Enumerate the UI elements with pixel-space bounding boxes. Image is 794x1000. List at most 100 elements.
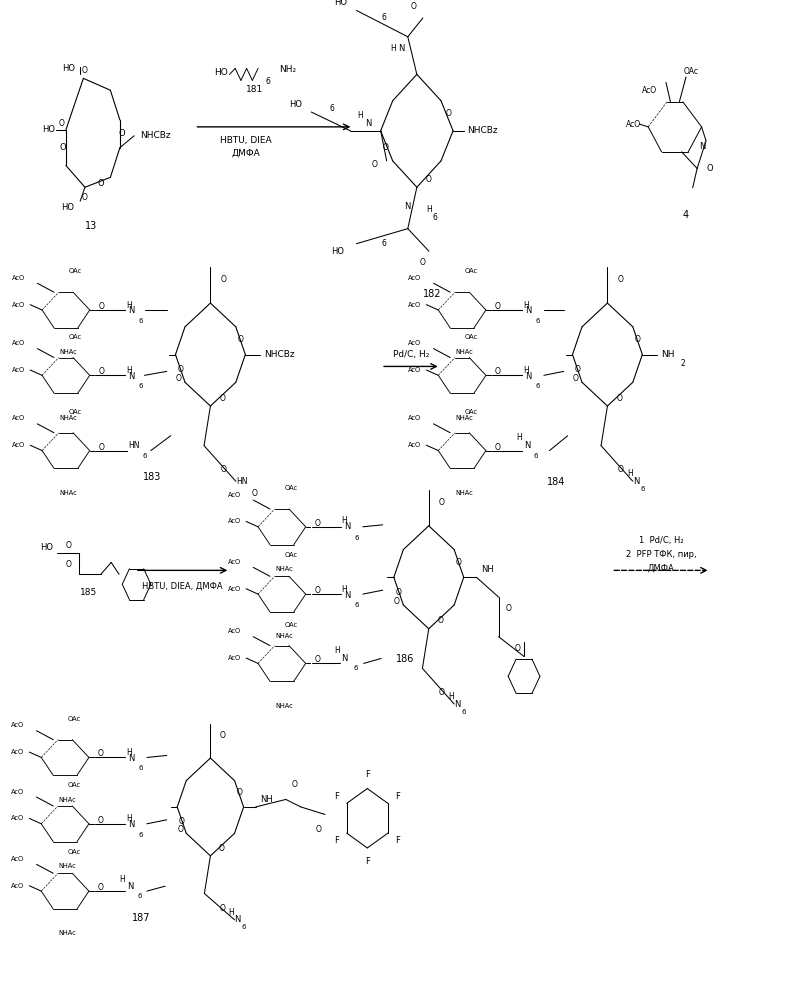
Text: N: N	[399, 44, 405, 53]
Text: OAc: OAc	[285, 552, 298, 558]
Text: OAc: OAc	[465, 409, 478, 415]
Text: H: H	[357, 111, 363, 120]
Text: NHAc: NHAc	[59, 863, 76, 869]
Text: O: O	[98, 816, 104, 825]
Text: O: O	[118, 129, 125, 138]
Text: H: H	[626, 469, 633, 478]
Text: NHAc: NHAc	[60, 415, 77, 421]
Text: 6: 6	[534, 453, 538, 459]
Text: H: H	[341, 585, 348, 594]
Text: 6: 6	[137, 893, 142, 899]
Text: O: O	[98, 367, 105, 376]
Text: NHAc: NHAc	[276, 633, 293, 639]
Text: H: H	[522, 301, 529, 310]
Text: F: F	[334, 792, 340, 801]
Text: 2  PFР ТФК, пир,: 2 PFР ТФК, пир,	[626, 550, 696, 559]
Text: 6: 6	[461, 709, 466, 715]
Text: F: F	[395, 792, 400, 801]
Text: H: H	[334, 646, 340, 655]
Text: O: O	[65, 541, 71, 550]
Text: O: O	[219, 844, 225, 853]
Text: HN: HN	[237, 477, 248, 486]
Text: HO: HO	[63, 64, 75, 73]
Text: H: H	[229, 908, 234, 917]
Text: 6: 6	[139, 383, 144, 389]
Text: O: O	[252, 489, 258, 498]
Text: 6: 6	[381, 239, 386, 248]
Text: 6: 6	[353, 665, 358, 671]
Text: 13: 13	[85, 221, 98, 231]
Text: H: H	[125, 814, 132, 823]
Text: O: O	[220, 394, 225, 403]
Text: O: O	[179, 817, 185, 826]
Text: 6: 6	[143, 453, 148, 459]
Text: O: O	[617, 275, 623, 284]
Text: AcO: AcO	[11, 749, 25, 755]
Text: HO: HO	[334, 0, 348, 7]
Text: AcO: AcO	[408, 442, 422, 448]
Text: O: O	[438, 616, 444, 625]
Text: N: N	[128, 372, 134, 381]
Text: O: O	[220, 731, 225, 740]
Text: O: O	[456, 558, 462, 567]
Text: O: O	[426, 175, 432, 184]
Text: O: O	[175, 374, 182, 383]
Text: AcO: AcO	[11, 789, 25, 795]
Text: AcO: AcO	[12, 302, 25, 308]
Text: HO: HO	[42, 125, 55, 134]
Text: F: F	[395, 836, 400, 845]
Text: OAc: OAc	[69, 409, 82, 415]
Text: 6: 6	[536, 318, 541, 324]
Text: O: O	[314, 519, 321, 528]
Text: F: F	[334, 836, 340, 845]
Text: AcO: AcO	[228, 559, 241, 565]
Text: H: H	[125, 301, 132, 310]
Text: N: N	[344, 522, 350, 531]
Text: H: H	[517, 433, 522, 442]
Text: 6: 6	[381, 13, 386, 22]
Text: O: O	[82, 193, 88, 202]
Text: AcO: AcO	[11, 883, 25, 889]
Text: N: N	[700, 142, 706, 151]
Text: O: O	[82, 66, 88, 75]
Text: HO: HO	[331, 247, 345, 256]
Text: ДМФА: ДМФА	[648, 564, 675, 573]
Text: HBTU, DIEA: HBTU, DIEA	[220, 136, 272, 145]
Text: O: O	[98, 179, 104, 188]
Text: NHAc: NHAc	[59, 930, 76, 936]
Text: O: O	[515, 644, 521, 653]
Text: Pd/C, H₂: Pd/C, H₂	[393, 350, 430, 359]
Text: OAc: OAc	[285, 485, 298, 491]
Text: O: O	[505, 604, 511, 613]
Text: O: O	[98, 749, 104, 758]
Text: NHAc: NHAc	[276, 703, 293, 709]
Text: 6: 6	[241, 924, 246, 930]
Text: NHCBz: NHCBz	[141, 131, 172, 140]
Text: 181: 181	[245, 85, 263, 94]
Text: 6: 6	[139, 832, 144, 838]
Text: O: O	[177, 365, 183, 374]
Text: AcO: AcO	[228, 628, 241, 634]
Text: AcO: AcO	[12, 415, 25, 421]
Text: N: N	[127, 882, 133, 891]
Text: OAc: OAc	[285, 622, 298, 628]
Text: O: O	[411, 2, 417, 11]
Text: N: N	[524, 441, 530, 450]
Text: NHAc: NHAc	[59, 797, 76, 803]
Text: O: O	[65, 560, 71, 569]
Text: AcO: AcO	[12, 275, 25, 281]
Text: 6: 6	[536, 383, 541, 389]
Text: O: O	[98, 443, 105, 452]
Text: N: N	[525, 306, 531, 315]
Text: NHCBz: NHCBz	[467, 126, 497, 135]
Text: 6: 6	[355, 602, 360, 608]
Text: O: O	[445, 109, 452, 118]
Text: HO: HO	[61, 203, 74, 212]
Text: O: O	[98, 883, 104, 892]
Text: 184: 184	[546, 477, 565, 487]
Text: 6: 6	[433, 213, 437, 222]
Text: O: O	[316, 825, 322, 834]
Text: HN: HN	[129, 441, 140, 450]
Text: AcO: AcO	[626, 120, 642, 129]
Text: NH: NH	[481, 565, 494, 574]
